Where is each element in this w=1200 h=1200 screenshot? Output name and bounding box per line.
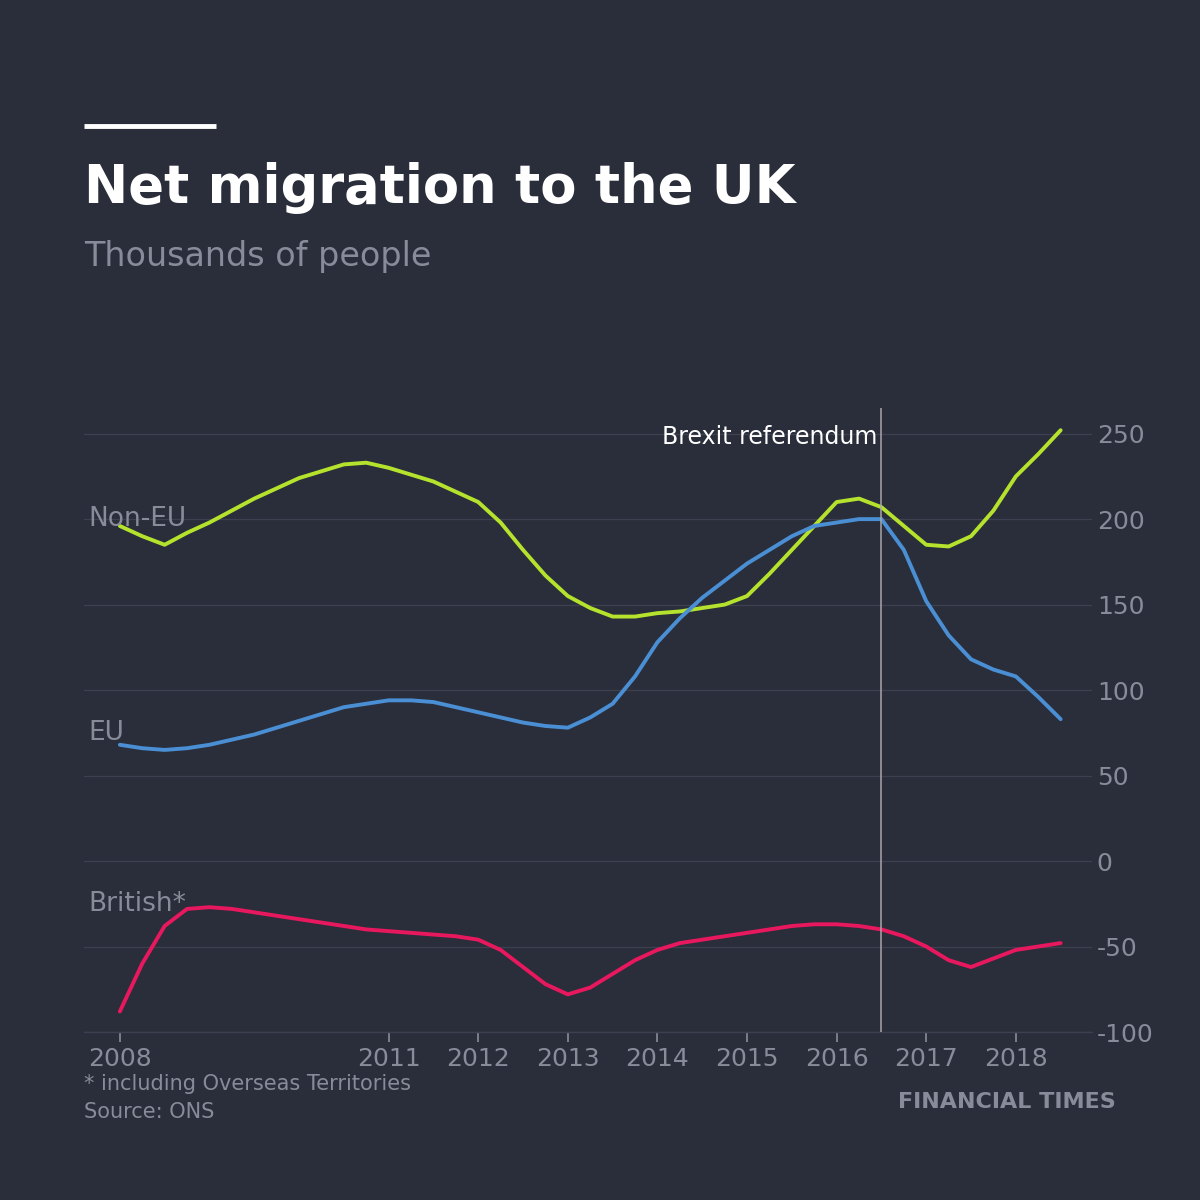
Text: British*: British* [89,890,186,917]
Text: Thousands of people: Thousands of people [84,240,431,272]
Text: FINANCIAL TIMES: FINANCIAL TIMES [899,1092,1116,1112]
Text: EU: EU [89,720,125,746]
Text: Source: ONS: Source: ONS [84,1102,215,1122]
Text: Brexit referendum: Brexit referendum [661,425,877,449]
Text: Non-EU: Non-EU [89,506,187,532]
Text: Net migration to the UK: Net migration to the UK [84,162,796,214]
Text: * including Overseas Territories: * including Overseas Territories [84,1074,410,1094]
